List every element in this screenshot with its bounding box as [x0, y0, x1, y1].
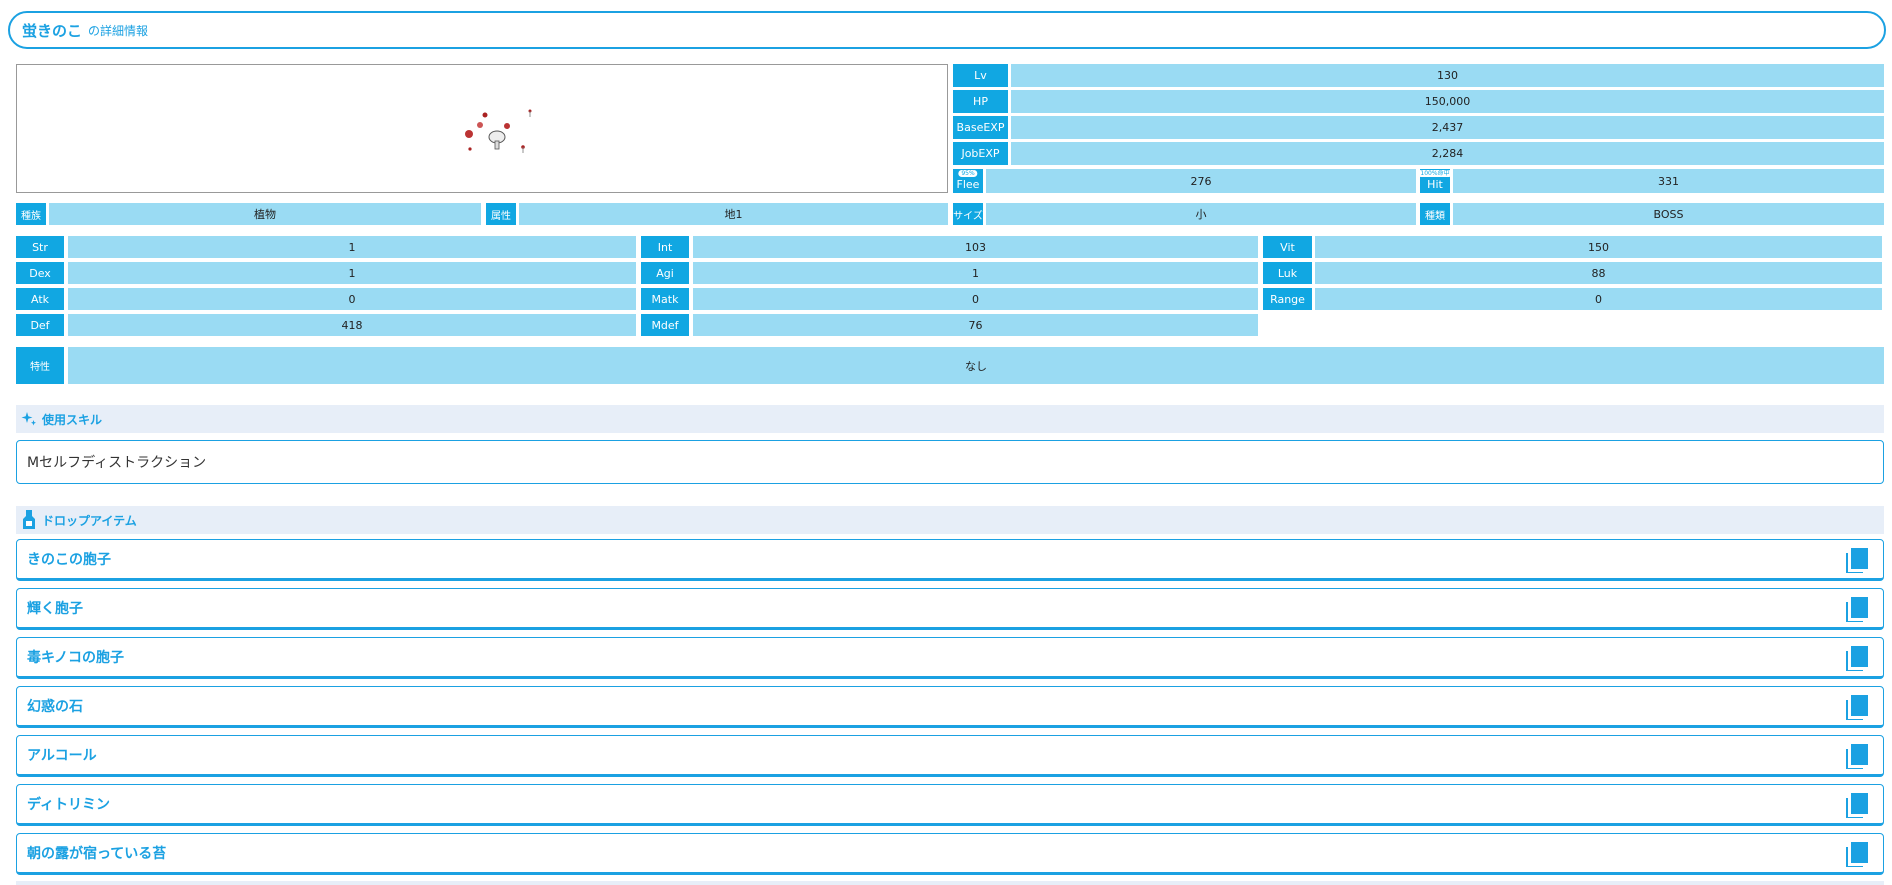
- drop-item[interactable]: 幻惑の石: [16, 686, 1884, 728]
- drops-heading: ドロップアイテム: [42, 513, 137, 528]
- drop-item-name: 輝く胞子: [27, 601, 83, 617]
- type-label: 種類: [1420, 203, 1450, 225]
- drop-item-name: アルコール: [27, 748, 97, 764]
- traits-label: 特性: [16, 347, 64, 384]
- page-title-suffix: の詳細情報: [88, 23, 149, 38]
- monster-sprite: [465, 109, 532, 153]
- agi-label: Agi: [641, 262, 689, 284]
- int-value: 103: [693, 236, 1258, 258]
- vit-label: Vit: [1263, 236, 1312, 258]
- element-label: 属性: [486, 203, 516, 225]
- skill-item[interactable]: Mセルフディストラクション: [16, 440, 1884, 484]
- matk-label: Matk: [641, 288, 689, 310]
- skill-name: Mセルフディストラクション: [27, 455, 207, 471]
- flee-label-text: Flee: [956, 178, 980, 191]
- drop-item[interactable]: きのこの胞子: [16, 539, 1884, 581]
- vit-value: 150: [1315, 236, 1882, 258]
- drop-item[interactable]: アルコール: [16, 735, 1884, 777]
- book-icon[interactable]: [1845, 793, 1869, 819]
- book-icon[interactable]: [1845, 842, 1869, 868]
- hit-label-text: Hit: [1427, 178, 1443, 191]
- book-icon[interactable]: [1845, 744, 1869, 770]
- base-exp-value: 2,437: [1011, 116, 1884, 139]
- monster-image: [16, 64, 948, 193]
- lv-value: 130: [1011, 64, 1884, 87]
- dex-value: 1: [68, 262, 636, 284]
- skills-heading: 使用スキル: [42, 412, 103, 427]
- mdef-value: 76: [693, 314, 1258, 336]
- drop-item-name: ディトリミン: [27, 797, 111, 813]
- drop-item-name: きのこの胞子: [27, 552, 111, 568]
- luk-value: 88: [1315, 262, 1882, 284]
- drop-item-name: 幻惑の石: [27, 699, 83, 715]
- sparkle-icon: [20, 410, 38, 428]
- element-value: 地1: [519, 203, 948, 225]
- int-label: Int: [641, 236, 689, 258]
- def-value: 418: [68, 314, 636, 336]
- atk-label: Atk: [16, 288, 64, 310]
- book-icon[interactable]: [1845, 695, 1869, 721]
- str-label: Str: [16, 236, 64, 258]
- book-icon[interactable]: [1845, 548, 1869, 574]
- drop-item-name: 毒キノコの胞子: [27, 650, 125, 666]
- hit-rate-badge: 100%命中: [1417, 170, 1453, 177]
- atk-value: 0: [68, 288, 636, 310]
- race-label: 種族: [16, 203, 46, 225]
- drop-item[interactable]: 毒キノコの胞子: [16, 637, 1884, 679]
- lv-label: Lv: [953, 64, 1008, 87]
- hp-value: 150,000: [1011, 90, 1884, 113]
- def-label: Def: [16, 314, 64, 336]
- base-exp-label: BaseEXP: [953, 116, 1008, 139]
- job-exp-label: JobEXP: [953, 142, 1008, 165]
- book-icon[interactable]: [1845, 597, 1869, 623]
- book-icon[interactable]: [1845, 646, 1869, 672]
- skills-section-header: 使用スキル: [16, 405, 1884, 433]
- page-title-bar: 蛍きのこ の詳細情報: [8, 11, 1886, 49]
- size-value: 小: [986, 203, 1416, 225]
- hit-label: 100%命中 Hit: [1417, 169, 1453, 193]
- job-exp-value: 2,284: [1011, 142, 1884, 165]
- drop-item-name: 朝の露が宿っている苔: [27, 846, 167, 862]
- race-value: 植物: [49, 203, 481, 225]
- drop-item[interactable]: ディトリミン: [16, 784, 1884, 826]
- potion-bottle-icon: [20, 510, 38, 529]
- drop-item[interactable]: 輝く胞子: [16, 588, 1884, 630]
- section-footer-strip: [16, 881, 1884, 885]
- size-label: サイズ: [953, 203, 983, 225]
- agi-value: 1: [693, 262, 1258, 284]
- hp-label: HP: [953, 90, 1008, 113]
- str-value: 1: [68, 236, 636, 258]
- mdef-label: Mdef: [641, 314, 689, 336]
- range-value: 0: [1315, 288, 1882, 310]
- flee-value: 276: [986, 169, 1416, 193]
- hit-value: 331: [1453, 169, 1884, 193]
- type-value: BOSS: [1453, 203, 1884, 225]
- drops-section-header: ドロップアイテム: [16, 506, 1884, 534]
- traits-value: なし: [68, 347, 1884, 384]
- matk-value: 0: [693, 288, 1258, 310]
- dex-label: Dex: [16, 262, 64, 284]
- drop-item[interactable]: 朝の露が宿っている苔: [16, 833, 1884, 875]
- monster-name: 蛍きのこ: [22, 21, 83, 40]
- luk-label: Luk: [1263, 262, 1312, 284]
- flee-rate-badge: 95%: [958, 170, 978, 177]
- range-label: Range: [1263, 288, 1312, 310]
- flee-label: 95% Flee: [953, 169, 983, 193]
